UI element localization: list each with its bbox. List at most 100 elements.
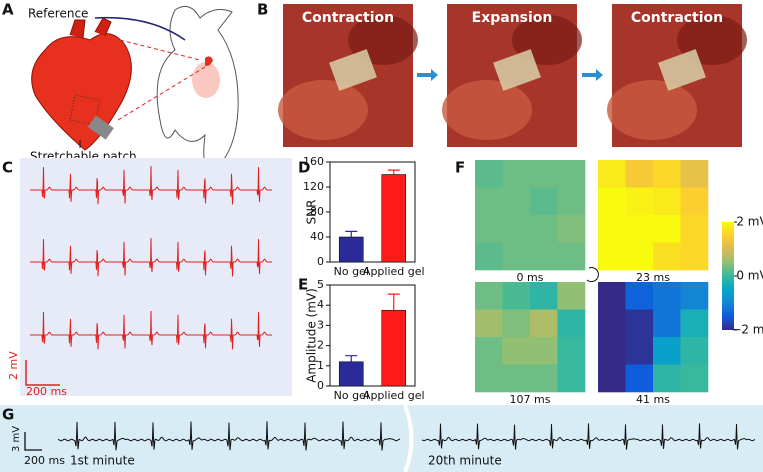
heatmap-cell: [653, 282, 681, 310]
annotation: Reference: [28, 7, 88, 21]
y-axis-label: SNR: [305, 200, 319, 225]
heatmap-cell: [653, 187, 681, 216]
scale-label: 200 ms: [24, 454, 65, 467]
scale-label: 3 mV: [11, 426, 22, 452]
patch: [329, 49, 377, 91]
y-tick-label: 2: [317, 339, 324, 352]
bar: [338, 236, 364, 263]
colorbar-label: 0 mV: [736, 269, 763, 283]
y-tick-label: 3: [317, 318, 324, 331]
heatmap-cell: [475, 337, 503, 365]
bar: [338, 361, 364, 387]
heatmap-cell: [475, 160, 503, 188]
heatmap-cell: [530, 215, 558, 243]
map-label: 23 ms: [636, 271, 670, 284]
ecg-trace: [421, 423, 756, 450]
heatmap-cell: [653, 364, 681, 393]
arrow: [417, 69, 438, 81]
illustration-a: [31, 5, 239, 172]
ecg-trace: [30, 310, 272, 350]
heatmap-cell: [557, 242, 586, 271]
heatmap-cell: [598, 282, 626, 310]
heatmap-cell: [598, 242, 626, 271]
bar: [381, 174, 407, 263]
heatmap-cell: [680, 215, 709, 243]
heatmap-cell: [530, 282, 558, 310]
heatmap-cell: [653, 337, 681, 365]
map-label: 107 ms: [510, 393, 551, 406]
heatmap-cell: [680, 364, 709, 393]
heatmap-cell: [625, 337, 654, 365]
y-tick-label: 0: [317, 379, 324, 392]
panel-label: A: [2, 1, 14, 19]
heatmap-cell: [557, 282, 586, 310]
bar: [381, 309, 407, 387]
heatmap-cell: [502, 242, 531, 271]
x-tick-label: No gel: [334, 389, 369, 402]
photo-detail: [442, 80, 532, 140]
x-tick-label: No gel: [334, 265, 369, 278]
heatmap-cell: [625, 282, 654, 310]
sequence-arrow: [586, 267, 599, 283]
panel-label: D: [298, 159, 310, 177]
y-tick-label: 160: [303, 155, 324, 168]
patch: [658, 49, 706, 91]
panel-background: [20, 158, 292, 396]
separator: [403, 404, 414, 472]
heatmap-cell: [680, 309, 709, 338]
frame-label: Contraction: [302, 10, 394, 26]
heatmap-cell: [653, 160, 681, 188]
plot-frame: [329, 284, 416, 387]
frame-label: Expansion: [472, 10, 553, 26]
map-label: 41 ms: [636, 393, 670, 406]
arrow: [582, 69, 603, 81]
heatmap-cell: [680, 282, 709, 310]
ecg-trace: [30, 165, 272, 205]
heatmap-cell: [680, 160, 709, 188]
heatmap-cell: [475, 282, 503, 310]
y-tick-label: 40: [310, 230, 324, 243]
frame-label: Contraction: [631, 10, 723, 26]
heatmap-cell: [557, 337, 586, 365]
heatmap-cell: [530, 160, 558, 188]
heatmap-cell: [557, 364, 586, 393]
heatmap-cell: [475, 215, 503, 243]
heatmap-cell: [625, 187, 654, 216]
heatmap-cell: [475, 242, 503, 271]
y-tick-label: 80: [310, 205, 324, 218]
heatmap-cell: [598, 187, 626, 216]
heatmap-cell: [598, 309, 626, 338]
y-tick-label: 5: [317, 278, 324, 291]
heatmap-cell: [530, 242, 558, 271]
y-tick-label: 1: [317, 359, 324, 372]
photo-detail: [278, 80, 368, 140]
colorbar-label: 2 mV: [736, 215, 763, 229]
heatmap-cell: [653, 242, 681, 271]
heatmap-cell: [530, 309, 558, 338]
heatmap-cell: [502, 309, 531, 338]
heatmap-cell: [625, 309, 654, 338]
heatmap-cell: [475, 187, 503, 216]
heatmap-cell: [680, 242, 709, 271]
heatmap-cell: [625, 215, 654, 243]
heatmap-cell: [502, 187, 531, 216]
colorbar: [722, 222, 734, 330]
y-tick-label: 120: [303, 180, 324, 193]
heatmap-cell: [625, 242, 654, 271]
heatmap-cell: [475, 309, 503, 338]
y-tick-label: 0: [317, 255, 324, 268]
scale-bar: [25, 360, 60, 386]
heatmap-cell: [625, 364, 654, 393]
panel-label: F: [455, 159, 465, 177]
error-bar: [387, 169, 400, 175]
scale-bar: [24, 432, 42, 451]
heatmap-cell: [502, 282, 531, 310]
heatmap-cell: [530, 337, 558, 365]
heatmap-cell: [557, 187, 586, 216]
scale-label: 2 mV: [7, 351, 20, 380]
heatmap-cell: [598, 337, 626, 365]
heatmap-cell: [530, 364, 558, 393]
colorbar-label: −2 mV: [731, 323, 763, 337]
heatmap-cell: [653, 309, 681, 338]
y-axis-label: Amplitude (mV): [305, 288, 319, 383]
